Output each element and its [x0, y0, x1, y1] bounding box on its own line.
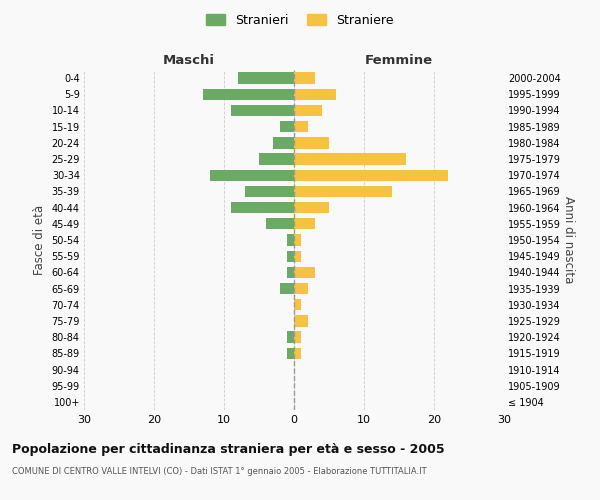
- Bar: [294, 316, 308, 326]
- Bar: [294, 154, 406, 164]
- Bar: [294, 72, 315, 84]
- Text: Popolazione per cittadinanza straniera per età e sesso - 2005: Popolazione per cittadinanza straniera p…: [12, 442, 445, 456]
- Bar: [287, 266, 294, 278]
- Bar: [287, 348, 294, 359]
- Text: COMUNE DI CENTRO VALLE INTELVI (CO) - Dati ISTAT 1° gennaio 2005 - Elaborazione : COMUNE DI CENTRO VALLE INTELVI (CO) - Da…: [12, 468, 427, 476]
- Bar: [280, 283, 294, 294]
- Legend: Stranieri, Straniere: Stranieri, Straniere: [202, 8, 398, 32]
- Bar: [245, 186, 294, 197]
- Bar: [210, 170, 294, 181]
- Bar: [294, 121, 308, 132]
- Bar: [280, 121, 294, 132]
- Bar: [287, 332, 294, 343]
- Bar: [231, 105, 294, 116]
- Bar: [266, 218, 294, 230]
- Bar: [294, 105, 322, 116]
- Bar: [294, 137, 329, 148]
- Bar: [294, 283, 308, 294]
- Bar: [294, 348, 301, 359]
- Text: Maschi: Maschi: [163, 54, 215, 67]
- Bar: [294, 88, 336, 100]
- Bar: [294, 332, 301, 343]
- Bar: [259, 154, 294, 164]
- Text: Femmine: Femmine: [365, 54, 433, 67]
- Y-axis label: Fasce di età: Fasce di età: [33, 205, 46, 275]
- Bar: [294, 218, 315, 230]
- Bar: [287, 234, 294, 246]
- Bar: [231, 202, 294, 213]
- Bar: [294, 234, 301, 246]
- Bar: [294, 299, 301, 310]
- Bar: [287, 250, 294, 262]
- Bar: [273, 137, 294, 148]
- Bar: [294, 186, 392, 197]
- Bar: [294, 266, 315, 278]
- Bar: [238, 72, 294, 84]
- Bar: [294, 202, 329, 213]
- Y-axis label: Anni di nascita: Anni di nascita: [562, 196, 575, 284]
- Bar: [203, 88, 294, 100]
- Bar: [294, 170, 448, 181]
- Bar: [294, 250, 301, 262]
